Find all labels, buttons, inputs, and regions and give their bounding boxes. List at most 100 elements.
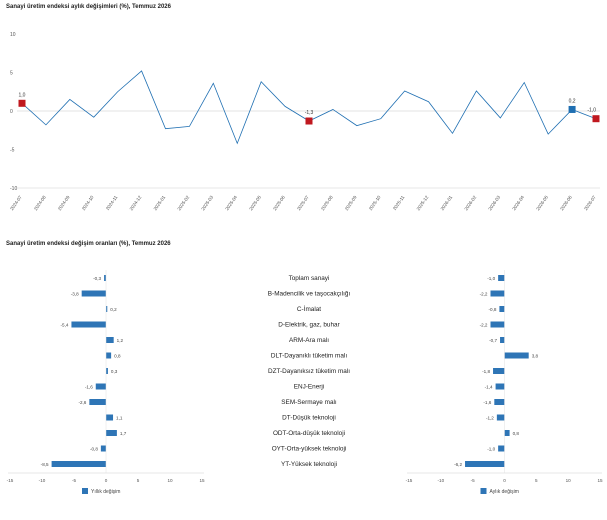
x-tick-label: 5	[535, 478, 538, 483]
bar	[106, 337, 114, 343]
bar-value-label: -5,4	[61, 322, 69, 327]
x-tick-label: -5	[72, 478, 77, 483]
x-tick-label: 10	[566, 478, 572, 483]
category-label: ARM-Ara malı	[289, 337, 329, 344]
bar-value-label: -1,6	[483, 400, 491, 405]
category-label: D-Elektrik, gaz, buhar	[278, 322, 340, 329]
x-tick-label: 2024-07	[9, 194, 23, 211]
line-chart-title: Sanayi üretim endeksi aylık değişimleri …	[6, 4, 171, 10]
x-tick-label: 2024-08	[33, 194, 47, 211]
bar-value-label: -0,7	[489, 338, 497, 343]
bar-value-label: 1,7	[120, 431, 127, 436]
bar-value-label: 0,8	[513, 431, 520, 436]
bar	[498, 275, 505, 281]
bar-value-label: -3,8	[71, 291, 79, 296]
x-tick-label: 2026-02	[463, 194, 477, 211]
x-tick-label: 2024-11	[105, 194, 119, 211]
x-tick-label: 2026-01	[440, 194, 454, 211]
bar-chart: -0,3 -3,8 0,2 -5,4 1,2 0,8 0,3 -1,6 -2,6 1,1 1,7 -0…	[7, 270, 603, 495]
bar-value-label: 1,1	[116, 415, 123, 420]
bar-value-label: 1,2	[117, 338, 124, 343]
data-label: 0,2	[569, 98, 576, 104]
bar	[100, 445, 106, 452]
bar-value-label: 3,8	[532, 353, 539, 358]
x-tick-label: 2026-06	[559, 194, 573, 211]
x-tick-label: 2024-10	[81, 194, 95, 211]
x-tick-label: 2024-12	[129, 194, 143, 211]
bar-value-label: -1,8	[482, 369, 490, 374]
legend-label: Aylık değişim	[490, 489, 519, 495]
data-point-marker	[305, 117, 313, 125]
category-label: ENJ-Enerji	[294, 384, 325, 391]
x-tick-label: -5	[471, 478, 476, 483]
bar	[500, 337, 505, 343]
x-tick-label: 2025-11	[392, 194, 406, 211]
bar	[106, 414, 114, 421]
category-label: ODT-Orta-düşük teknoloji	[273, 430, 345, 437]
bar	[89, 399, 106, 405]
x-tick-label: 2025-04	[224, 194, 238, 211]
bar-value-label: -8,5	[41, 462, 49, 467]
x-tick-label: 2026-07	[583, 194, 597, 211]
bar-value-label: -1,0	[487, 276, 495, 281]
x-tick-label: 2025-05	[248, 194, 262, 211]
bar	[465, 461, 505, 467]
legend-swatch	[480, 488, 487, 494]
x-tick-label: 15	[199, 478, 205, 483]
bar-value-label: -1,6	[85, 384, 93, 389]
bar	[499, 306, 505, 312]
bar	[504, 352, 529, 359]
x-tick-label: 2024-09	[57, 194, 71, 211]
x-tick-label: 10	[167, 478, 173, 483]
data-point-marker	[592, 115, 600, 123]
bar	[490, 290, 505, 297]
category-label: DT-Düşük teknoloji	[282, 415, 336, 422]
legend-swatch	[82, 488, 88, 494]
y-tick-label: -10	[10, 186, 17, 192]
category-label: DLT-Dayanıklı tüketim malı	[271, 353, 347, 360]
bar	[106, 352, 112, 359]
bar	[493, 368, 505, 374]
bar-value-label: -0,3	[93, 276, 101, 281]
y-tick-label: 0	[10, 109, 13, 115]
category-label: YT-Yüksek teknoloji	[281, 461, 337, 468]
bar-chart-title: Sanayi üretim endeksi değişim oranları (…	[6, 241, 171, 247]
bar-value-label: 0,2	[110, 307, 117, 312]
series-line	[21, 70, 597, 145]
x-tick-label: 2025-10	[368, 194, 382, 211]
x-tick-label: 15	[597, 478, 603, 483]
x-tick-label: 0	[503, 478, 506, 483]
x-tick-label: 2025-01	[153, 194, 167, 211]
category-label: SEM-Sermaye malı	[281, 399, 337, 406]
bar-value-label: -1,4	[485, 384, 493, 389]
bar	[95, 383, 106, 390]
data-label: -1,0	[587, 108, 596, 114]
category-label: Toplam sanayi	[289, 275, 330, 282]
x-tick-label: 0	[105, 478, 108, 483]
x-tick-label: 2025-12	[416, 194, 430, 211]
bar	[104, 275, 106, 281]
bar	[498, 445, 505, 452]
x-tick-label: 2025-02	[176, 194, 190, 211]
bar-value-label: -1,0	[487, 446, 495, 451]
bar	[106, 306, 108, 312]
x-tick-label: -15	[7, 478, 14, 483]
bar-value-label: -0,8	[90, 446, 98, 451]
legend-label: Yıllık değişim	[91, 489, 120, 495]
x-tick-label: 2025-03	[200, 194, 214, 211]
category-label: OYT-Orta-yüksek teknoloji	[272, 446, 347, 453]
data-point-marker	[568, 105, 576, 113]
bar-value-label: -2,2	[480, 322, 488, 327]
x-tick-label: 2025-09	[344, 194, 358, 211]
bar	[496, 414, 505, 421]
y-tick-label: 5	[10, 71, 13, 77]
bar	[490, 321, 505, 328]
bar	[71, 321, 106, 328]
bar	[81, 290, 106, 297]
bar-value-label: -2,6	[78, 400, 86, 405]
category-label: B-Madencilik ve taşocakçılığı	[268, 291, 351, 298]
bar-value-label: -0,8	[488, 307, 496, 312]
y-tick-label: 10	[10, 32, 16, 38]
x-tick-label: -10	[438, 478, 445, 483]
category-label: DZT-Dayanıksız tüketim malı	[268, 368, 350, 375]
